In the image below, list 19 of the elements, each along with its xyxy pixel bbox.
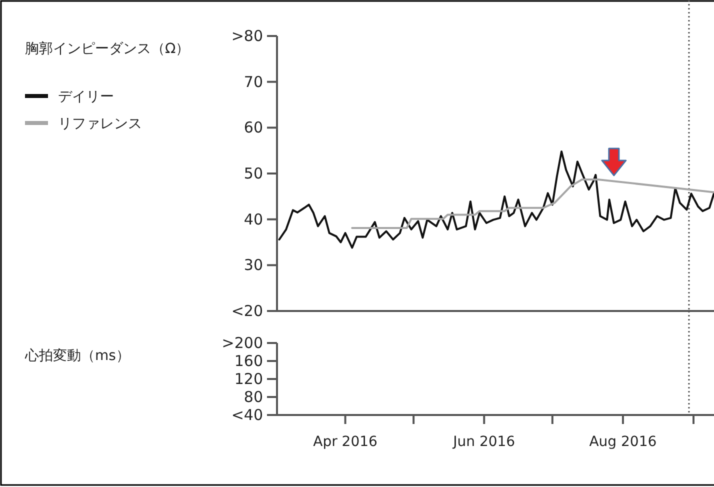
y-tick-label: 30: [244, 256, 263, 274]
y-tick-label: 70: [244, 72, 263, 91]
y-tick-label: <20: [231, 302, 263, 320]
legend-label: デイリー: [58, 89, 114, 105]
y-tick-label: 160: [234, 352, 263, 370]
legend-label: リファレンス: [58, 116, 142, 132]
y-tick-label: 120: [234, 370, 263, 388]
y-axis-title: 胸郭インピーダンス（Ω）: [25, 41, 190, 57]
y-tick-label: 60: [244, 118, 263, 137]
x-tick-label: Aug 2016: [589, 434, 657, 450]
y-tick-label: 80: [244, 388, 263, 406]
y-tick-label: >200: [222, 334, 263, 352]
y-axis-title: 心拍変動（ms）: [24, 348, 130, 364]
y-tick-label: >80: [231, 27, 263, 45]
y-tick-label: <40: [231, 406, 263, 424]
x-tick-label: Jun 2016: [452, 434, 516, 450]
y-tick-label: 40: [244, 210, 263, 228]
x-tick-label: Apr 2016: [313, 434, 378, 450]
y-tick-label: 50: [244, 164, 263, 182]
